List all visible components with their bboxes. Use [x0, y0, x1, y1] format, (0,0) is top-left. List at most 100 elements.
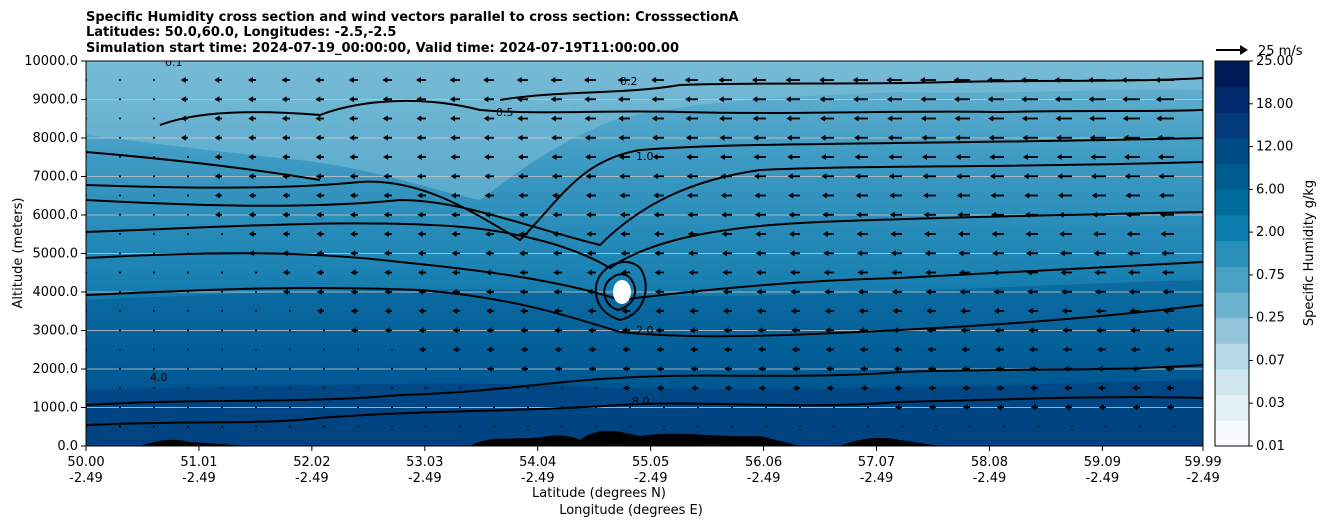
wind-vector — [153, 271, 155, 274]
wind-vector-head — [1025, 231, 1031, 237]
wind-vector-head — [1094, 269, 1100, 276]
wind-vector — [629, 406, 631, 409]
wind-vector — [119, 348, 121, 351]
wind-vector — [153, 406, 155, 409]
wind-vector-head — [486, 327, 492, 334]
wind-vector-head — [820, 134, 826, 141]
wind-vector-head — [955, 134, 961, 141]
contours — [86, 77, 1203, 426]
wind-vector-head — [821, 192, 827, 199]
wind-vector-head — [180, 96, 186, 103]
wind-vector — [561, 406, 563, 409]
wind-vector — [1003, 425, 1005, 428]
wind-vector-head — [925, 269, 931, 276]
wind-vector-head — [751, 77, 757, 83]
wind-vector — [119, 290, 121, 293]
wind-vector — [289, 425, 291, 428]
wind-vector — [119, 367, 121, 370]
wind-vector-head — [1092, 211, 1098, 218]
wind-vector — [153, 213, 155, 216]
wind-vector-head — [416, 154, 422, 160]
wind-vector-head — [690, 385, 696, 391]
wind-vector-head — [1155, 96, 1161, 103]
wind-vector — [153, 367, 155, 370]
wind-vector — [323, 406, 325, 409]
wind-vector-head — [893, 346, 899, 353]
wind-vector-head — [621, 308, 627, 314]
wind-vector-head — [961, 346, 967, 353]
wind-vector-head — [1126, 211, 1132, 218]
wind-vector-head — [991, 231, 997, 237]
wind-vector-head — [962, 404, 968, 411]
wind-vector-head — [859, 327, 865, 334]
wind-vector-head — [1165, 385, 1171, 391]
wind-vector-head — [790, 288, 796, 295]
wind-vector-head — [754, 173, 760, 180]
wind-vector-head — [517, 115, 523, 122]
wind-vector-head — [384, 308, 390, 314]
wind-vector-head — [1054, 96, 1060, 103]
wind-vector-head — [960, 308, 966, 314]
wind-vector — [459, 367, 461, 370]
wind-vector-head — [755, 250, 761, 257]
wind-vector — [187, 213, 189, 216]
wind-vector-head — [1130, 327, 1136, 334]
contour-labels: 0.1 0.2 0.5 1.0 2.0 4.0 8.0 — [150, 56, 654, 408]
colorbar-swatch — [1215, 369, 1249, 396]
wind-vector-head — [281, 134, 287, 141]
wind-vector-head — [1124, 173, 1130, 180]
wind-vector — [1139, 425, 1141, 428]
wind-vector-head — [282, 173, 288, 180]
wind-vector — [1037, 425, 1039, 428]
colorbar-tick-label: 0.75 — [1256, 268, 1285, 283]
wind-vector-head — [618, 134, 624, 141]
contour-label: 0.1 — [165, 56, 183, 69]
wind-vector — [221, 348, 223, 351]
wind-vector-head — [990, 192, 996, 199]
wind-vector-head — [723, 346, 729, 353]
wind-vector-head — [996, 404, 1002, 411]
wind-vector-head — [1059, 250, 1065, 257]
moist-core — [86, 380, 1203, 446]
wind-vector-head — [956, 192, 962, 199]
wind-vector — [187, 348, 189, 351]
wind-vector-head — [858, 288, 864, 295]
wind-vector-head — [585, 173, 591, 180]
wind-vector-head — [752, 115, 758, 122]
wind-vector-head — [316, 269, 322, 276]
wind-vector-head — [1026, 269, 1032, 276]
wind-vector-head — [753, 134, 759, 141]
wind-vector-head — [925, 288, 931, 295]
dry-layer — [86, 61, 1203, 200]
wind-vector-head — [622, 346, 628, 353]
wind-vector-head — [450, 154, 456, 160]
wind-vector-head — [792, 385, 798, 391]
wind-vector-head — [826, 385, 832, 391]
wind-vector-head — [919, 77, 925, 83]
colorbar-swatch — [1215, 240, 1249, 267]
wind-vector-head — [520, 346, 526, 353]
wind-vector-head — [248, 250, 254, 257]
x-tick-label-lon: -2.49 — [408, 471, 442, 486]
wind-vector-head — [922, 173, 928, 180]
wind-vector-head — [1166, 404, 1172, 411]
wind-vector-head — [486, 346, 492, 353]
wind-vector-head — [450, 192, 456, 199]
wind-vector — [119, 387, 121, 389]
wind-vector-head — [1129, 308, 1135, 314]
wind-vector-head — [1062, 327, 1068, 334]
colorbar-tick-label: 0.25 — [1256, 311, 1285, 326]
wind-vector-head — [484, 154, 490, 160]
title-line-1: Specific Humidity cross section and wind… — [86, 10, 739, 25]
wind-vector-head — [889, 192, 895, 199]
wind-vector-head — [1131, 365, 1137, 372]
wind-vector-head — [348, 77, 354, 83]
wind-vector-head — [484, 211, 490, 218]
wind-vector — [255, 406, 257, 409]
x-tick-label-lat: 59.99 — [1184, 455, 1221, 470]
wind-vector — [119, 194, 121, 197]
wind-vector-head — [855, 173, 861, 180]
wind-vector — [221, 290, 223, 293]
wind-vector-head — [652, 134, 658, 141]
wind-vector-head — [656, 365, 662, 372]
